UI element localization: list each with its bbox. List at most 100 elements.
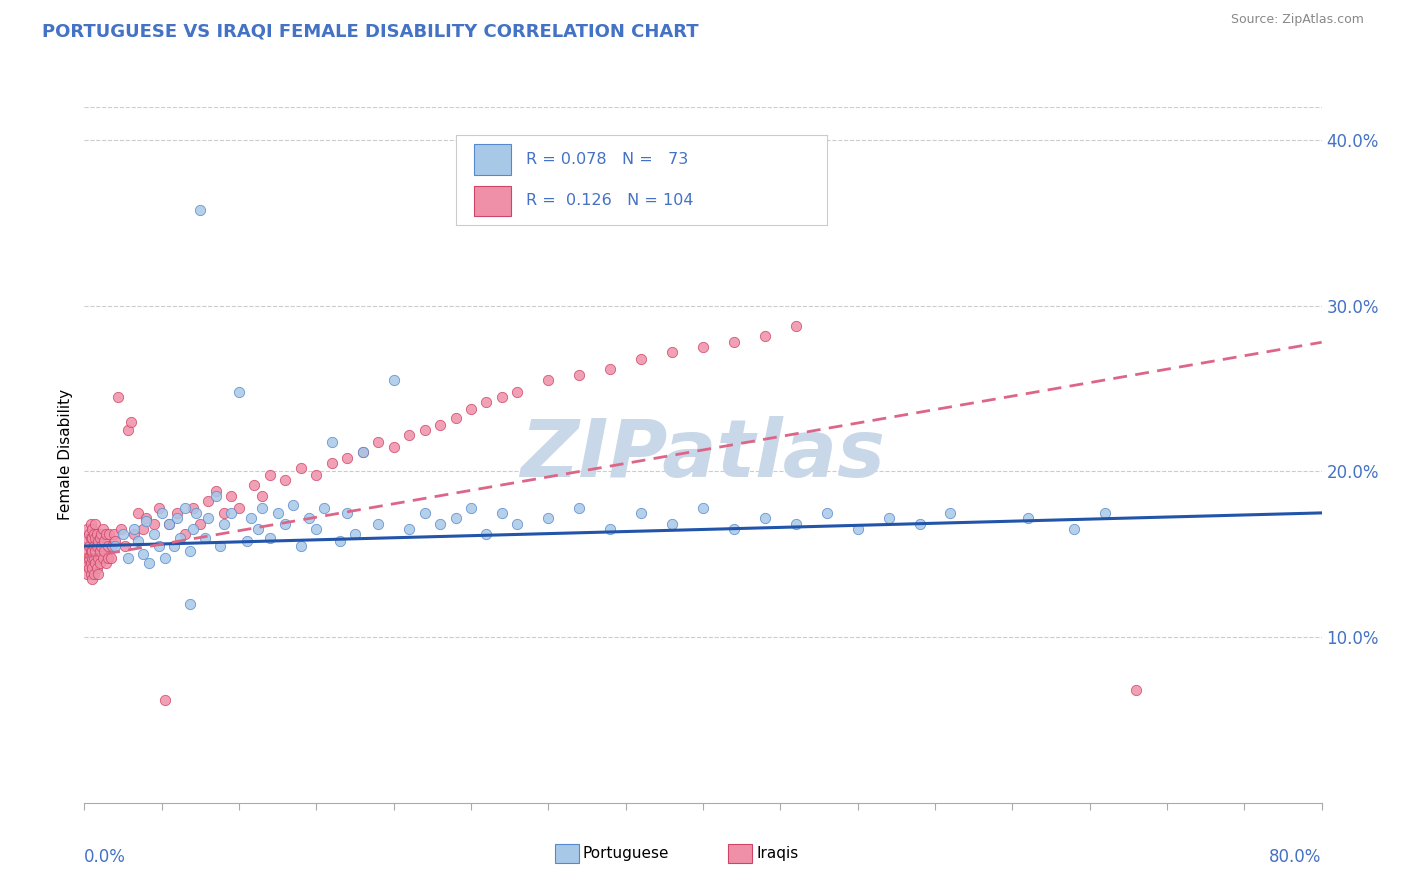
Point (321, 434, 343, 449)
Point (169, 531, 191, 545)
Point (785, 517, 807, 532)
Point (135, 511, 157, 525)
Point (491, 390, 513, 404)
Point (87, 550, 110, 565)
Point (444, 511, 467, 525)
Point (96, 550, 118, 565)
Point (86, 560, 108, 574)
Point (179, 544, 201, 558)
Point (877, 511, 900, 525)
Point (274, 517, 297, 532)
Point (290, 461, 312, 475)
Point (259, 467, 281, 482)
Point (219, 489, 242, 503)
Point (82, 572, 104, 586)
Point (228, 384, 250, 399)
Text: 80.0%: 80.0% (1270, 848, 1322, 866)
Point (83, 567, 105, 582)
Point (114, 539, 136, 553)
Point (692, 500, 714, 515)
Point (367, 517, 389, 532)
Point (117, 550, 139, 565)
Point (723, 523, 745, 537)
Point (785, 318, 807, 333)
Text: Portuguese: Portuguese (583, 847, 669, 861)
Point (754, 328, 776, 343)
Point (475, 527, 498, 541)
Point (212, 506, 235, 520)
Point (630, 506, 652, 520)
Point (87, 567, 110, 582)
Point (159, 517, 180, 532)
Point (150, 506, 173, 520)
Point (413, 506, 436, 520)
Point (599, 523, 621, 537)
Point (506, 517, 529, 532)
Point (250, 500, 273, 515)
Point (148, 500, 170, 515)
Point (75, 531, 97, 545)
Point (98, 527, 121, 541)
Point (82, 550, 104, 565)
Point (112, 527, 135, 541)
Point (537, 373, 560, 387)
Point (174, 527, 197, 541)
Point (209, 539, 232, 553)
Point (132, 547, 155, 561)
Point (661, 345, 683, 359)
Point (1017, 511, 1039, 525)
Point (87, 534, 110, 549)
Point (352, 444, 374, 458)
Point (297, 511, 319, 525)
Point (84, 531, 107, 545)
Point (568, 500, 591, 515)
Point (228, 500, 250, 515)
Point (93, 544, 115, 558)
Point (75, 556, 97, 570)
Point (235, 534, 259, 549)
Point (86, 539, 108, 553)
Point (79, 544, 101, 558)
Text: Source: ZipAtlas.com: Source: ZipAtlas.com (1230, 13, 1364, 27)
Point (104, 539, 127, 553)
Point (343, 527, 366, 541)
Point (568, 368, 591, 383)
Point (908, 517, 931, 532)
Point (305, 467, 328, 482)
Point (219, 506, 242, 520)
Point (939, 506, 962, 520)
Point (82, 560, 104, 574)
Point (194, 531, 217, 545)
Point (243, 477, 266, 491)
Point (110, 523, 132, 537)
Point (537, 511, 560, 525)
Point (79, 556, 101, 570)
Point (135, 514, 157, 528)
Point (197, 494, 219, 508)
Point (188, 202, 211, 217)
Point (77, 560, 100, 574)
Point (91, 523, 114, 537)
Bar (554, 844, 579, 863)
Point (83, 550, 105, 565)
Point (429, 517, 451, 532)
Point (413, 423, 436, 437)
Point (444, 411, 467, 425)
Point (475, 395, 498, 409)
Point (89, 556, 111, 570)
Point (367, 434, 389, 449)
Point (96, 539, 118, 553)
Point (281, 498, 305, 512)
Point (352, 444, 374, 458)
Point (815, 506, 838, 520)
Point (122, 527, 145, 541)
Point (89, 544, 111, 558)
Bar (728, 844, 752, 863)
Point (89, 531, 111, 545)
Point (754, 511, 776, 525)
Point (104, 534, 127, 549)
Point (77, 527, 100, 541)
Point (336, 451, 359, 466)
Point (132, 523, 155, 537)
Point (267, 506, 290, 520)
